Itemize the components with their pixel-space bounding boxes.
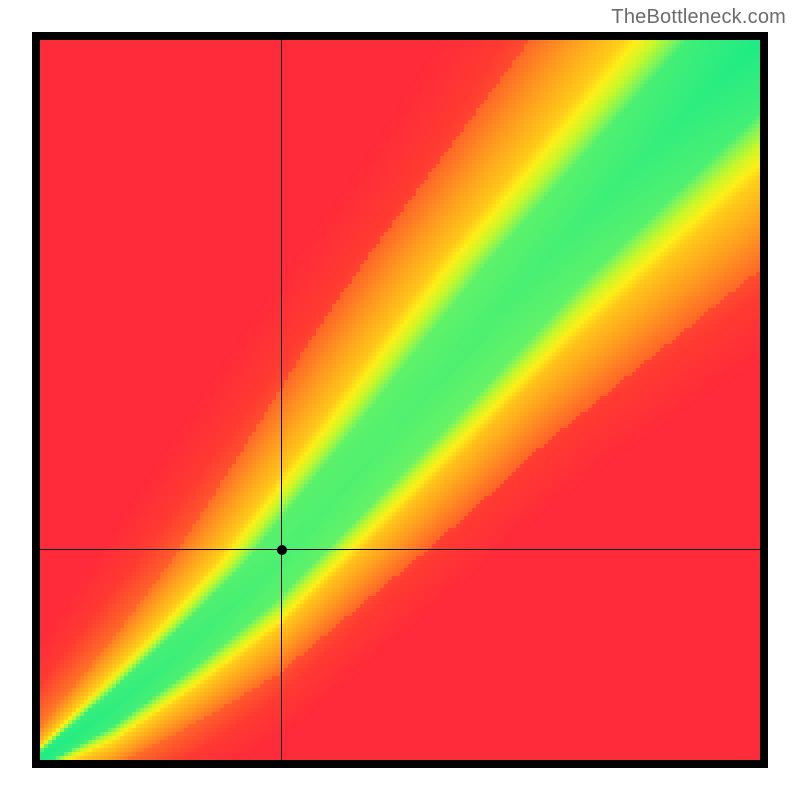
crosshair-horizontal <box>40 549 760 550</box>
attribution-text: TheBottleneck.com <box>611 6 786 29</box>
crosshair-marker <box>277 545 287 555</box>
chart-frame <box>32 32 768 768</box>
crosshair-vertical <box>281 40 282 760</box>
heatmap-canvas <box>40 40 760 760</box>
chart-container: { "attribution": "TheBottleneck.com", "f… <box>0 0 800 800</box>
